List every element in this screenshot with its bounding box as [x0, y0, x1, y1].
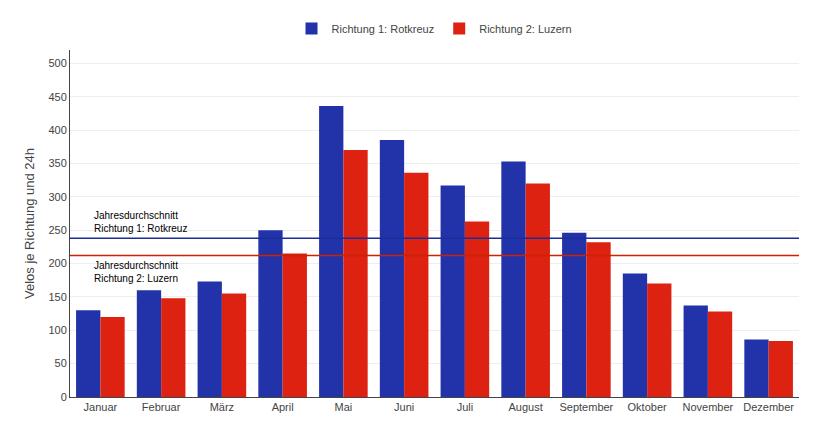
svg-text:Richtung 2: Luzern: Richtung 2: Luzern: [479, 23, 571, 35]
svg-text:November: November: [683, 401, 734, 413]
svg-text:Oktober: Oktober: [628, 401, 667, 413]
svg-text:350: 350: [48, 157, 66, 169]
svg-text:Velos je Richtung und 24h: Velos je Richtung und 24h: [22, 148, 37, 299]
svg-text:200: 200: [48, 257, 66, 269]
svg-text:400: 400: [48, 124, 66, 136]
svg-text:Juli: Juli: [457, 401, 474, 413]
svg-text:150: 150: [48, 291, 66, 303]
svg-text:0: 0: [61, 391, 67, 403]
svg-text:Richtung 1: Rotkreuz: Richtung 1: Rotkreuz: [332, 23, 435, 35]
svg-text:JahresdurchschnittRichtung 1:: JahresdurchschnittRichtung 1: Rotkreuz: [94, 210, 187, 234]
svg-text:September: September: [559, 401, 613, 413]
svg-text:Mai: Mai: [335, 401, 353, 413]
svg-text:250: 250: [48, 224, 66, 236]
svg-text:August: August: [509, 401, 543, 413]
svg-text:Dezember: Dezember: [743, 401, 794, 413]
svg-text:März: März: [210, 401, 234, 413]
svg-text:100: 100: [48, 324, 66, 336]
svg-text:50: 50: [55, 357, 67, 369]
svg-text:JahresdurchschnittRichtung 2:: JahresdurchschnittRichtung 2: Luzern: [94, 260, 178, 284]
svg-text:Juni: Juni: [394, 401, 414, 413]
svg-text:April: April: [272, 401, 294, 413]
svg-text:Februar: Februar: [142, 401, 181, 413]
svg-text:450: 450: [48, 91, 66, 103]
svg-text:Januar: Januar: [84, 401, 118, 413]
svg-text:500: 500: [48, 57, 66, 69]
svg-text:300: 300: [48, 191, 66, 203]
